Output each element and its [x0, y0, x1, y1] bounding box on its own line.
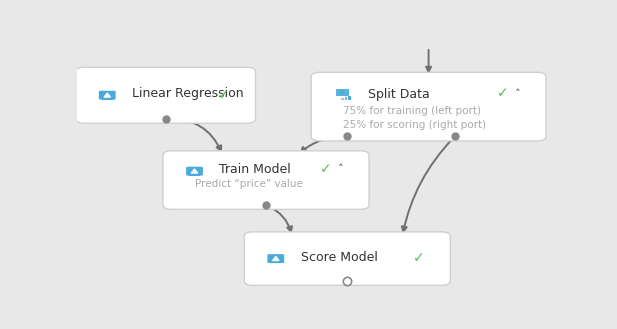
Text: 25% for scoring (right port): 25% for scoring (right port) [343, 119, 486, 130]
Text: Split Data: Split Data [368, 88, 429, 101]
FancyBboxPatch shape [99, 91, 115, 100]
FancyBboxPatch shape [336, 89, 342, 92]
FancyBboxPatch shape [163, 151, 369, 209]
Text: Train Model: Train Model [220, 164, 291, 176]
FancyBboxPatch shape [342, 89, 349, 92]
Text: ˄: ˄ [337, 164, 342, 174]
Text: ✓: ✓ [320, 162, 331, 176]
Polygon shape [191, 169, 198, 173]
Text: ✓: ✓ [413, 252, 424, 266]
FancyBboxPatch shape [186, 167, 203, 176]
Polygon shape [104, 93, 110, 97]
FancyBboxPatch shape [244, 232, 450, 285]
FancyBboxPatch shape [341, 98, 344, 100]
FancyBboxPatch shape [311, 72, 546, 141]
Text: ˄: ˄ [514, 89, 520, 98]
FancyBboxPatch shape [336, 92, 342, 96]
Text: Predict “price” value: Predict “price” value [194, 179, 302, 189]
FancyBboxPatch shape [348, 96, 351, 100]
Text: Score Model: Score Model [300, 251, 378, 264]
FancyBboxPatch shape [342, 92, 349, 96]
Text: 75% for training (left port): 75% for training (left port) [343, 106, 481, 116]
FancyBboxPatch shape [345, 97, 347, 100]
Text: ✓: ✓ [497, 87, 508, 101]
Text: Linear Regression: Linear Regression [132, 88, 244, 100]
Polygon shape [273, 256, 279, 261]
FancyBboxPatch shape [76, 67, 255, 123]
FancyBboxPatch shape [267, 254, 284, 263]
Text: ✓: ✓ [218, 88, 230, 102]
